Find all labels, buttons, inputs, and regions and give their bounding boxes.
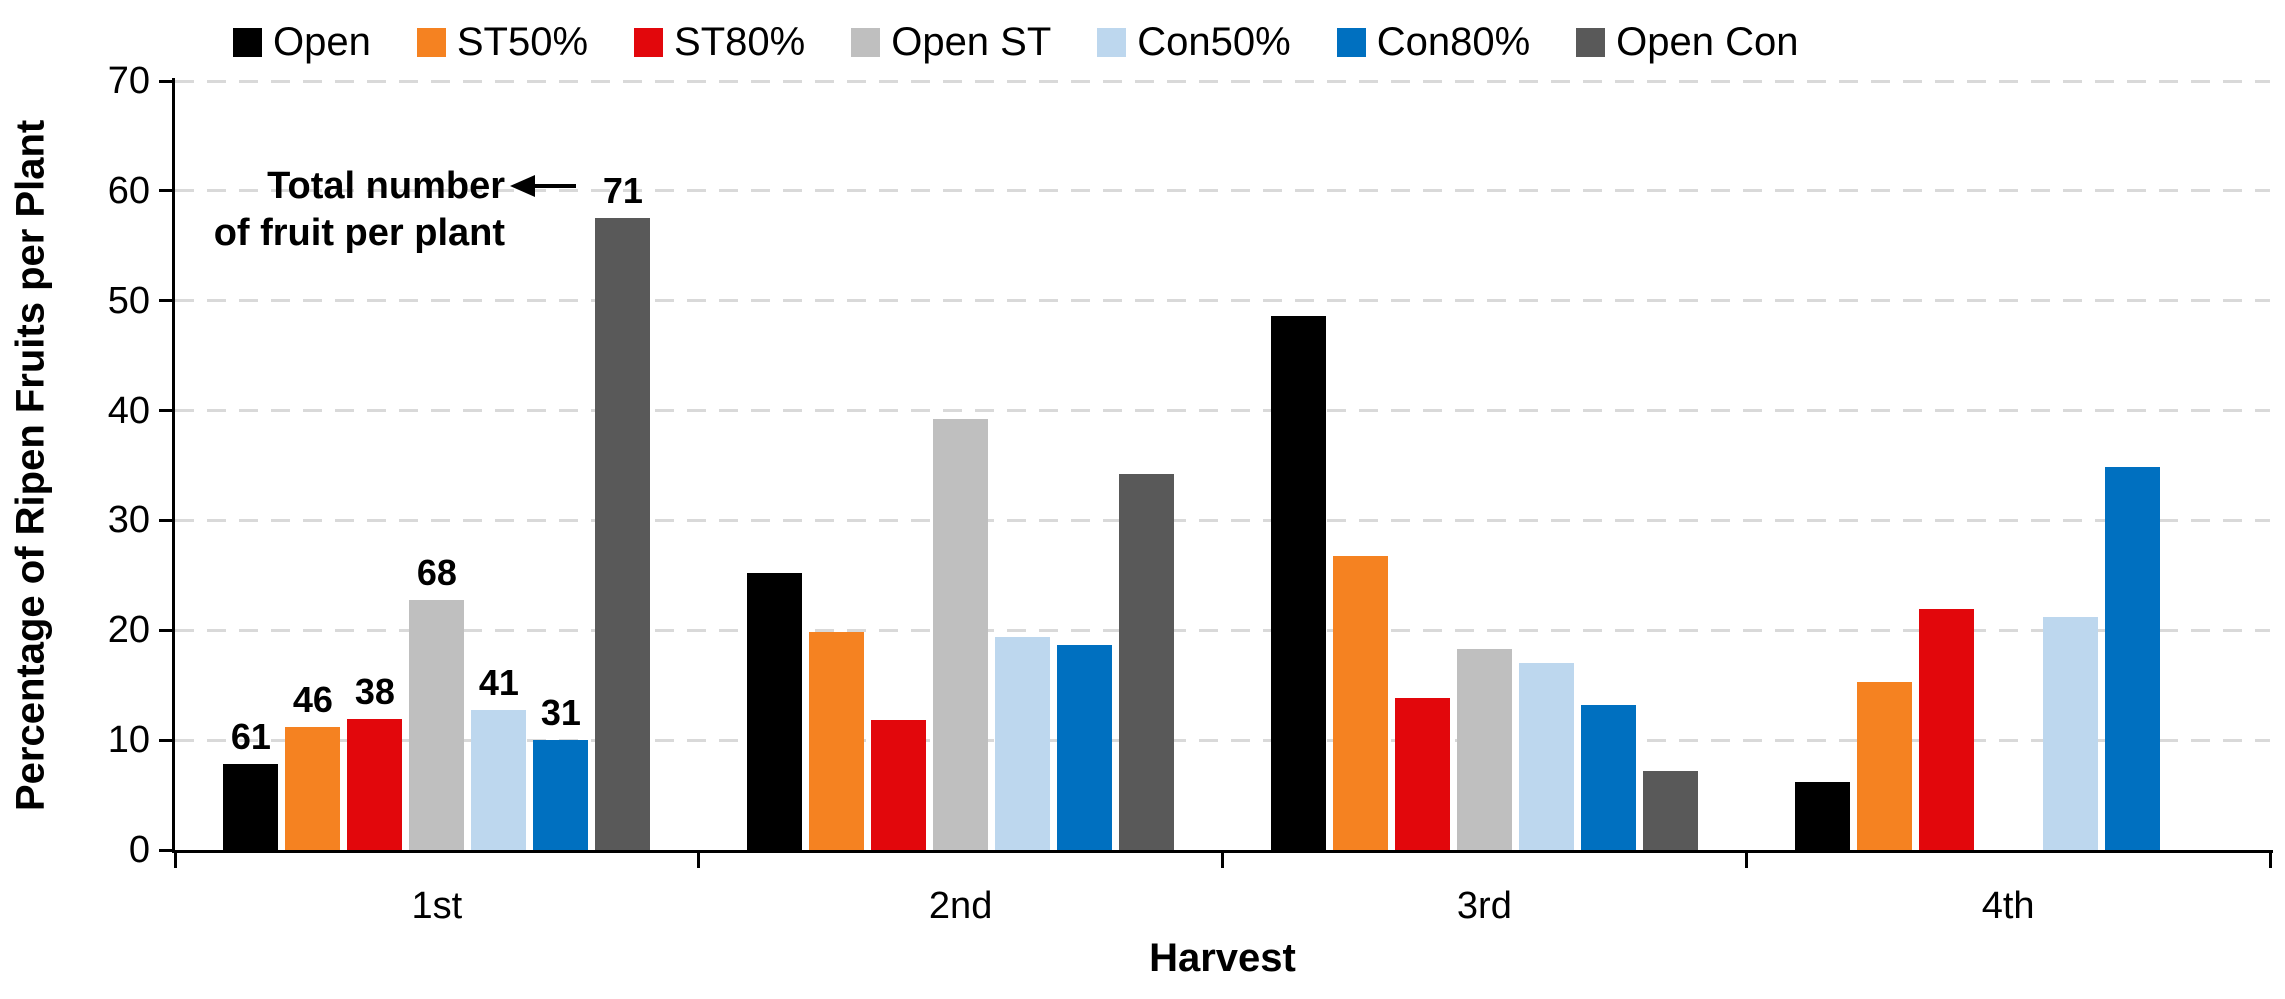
- bar-con50--4th: [2042, 617, 2098, 850]
- y-axis-line: [172, 78, 175, 853]
- x-tick-label-1st: 1st: [411, 885, 463, 927]
- bar-st50--3rd: [1332, 555, 1388, 850]
- bar-open-st-1st: [409, 599, 465, 850]
- bar-open-st-3rd: [1456, 648, 1512, 850]
- legend-swatch-icon: [851, 27, 881, 57]
- bar-st80--1st: [347, 719, 403, 850]
- legend-item-label: Con80%: [1376, 20, 1531, 64]
- bar-st50--1st: [285, 726, 341, 850]
- legend-swatch-icon: [416, 27, 446, 57]
- legend-item-label: ST80%: [674, 20, 806, 64]
- legend-item-con50-: Con50%: [1097, 18, 1291, 66]
- bar-con80--3rd: [1580, 704, 1636, 850]
- legend-swatch-icon: [233, 27, 262, 57]
- legend-item-open: Open: [233, 18, 371, 66]
- left-arrow-icon: [510, 175, 576, 197]
- y-axis-tick: [159, 738, 172, 742]
- bar-con80--2nd: [1057, 644, 1113, 850]
- bar-st50--2nd: [809, 632, 865, 850]
- y-tick-label-10: 10: [107, 719, 150, 762]
- legend-swatch-icon: [1097, 27, 1127, 57]
- y-tick-label-70: 70: [107, 60, 150, 102]
- y-axis-tick: [159, 189, 172, 193]
- bar-st80--3rd: [1394, 698, 1450, 850]
- bar-st80--2nd: [871, 720, 927, 850]
- x-axis-tick: [697, 853, 701, 868]
- legend-swatch-icon: [1576, 27, 1606, 57]
- bar-con50--1st: [471, 710, 527, 850]
- y-axis-tick: [159, 409, 172, 413]
- gridline-50: [175, 299, 2270, 303]
- y-axis-tick: [159, 299, 172, 303]
- y-axis-tick: [159, 518, 172, 522]
- legend: Open ST50% ST80% Open ST Con50% Con80% Open Co…: [233, 18, 1799, 66]
- y-tick-label-0: 0: [128, 829, 150, 871]
- bar-open-con-3rd: [1642, 770, 1698, 850]
- x-axis-title: Harvest: [1149, 936, 1296, 980]
- annotation-line2: of fruit per plant: [213, 212, 505, 254]
- gridline-40: [175, 409, 2270, 413]
- bar-value-label: 31: [540, 692, 581, 734]
- bar-con80--4th: [2104, 466, 2160, 850]
- x-axis-tick: [173, 853, 177, 868]
- bar-st80--4th: [1918, 609, 1974, 850]
- y-tick-label-60: 60: [107, 169, 150, 212]
- bar-open-st-2nd: [933, 419, 989, 850]
- legend-item-label: Con50%: [1137, 20, 1291, 64]
- x-tick-label-3rd: 3rd: [1456, 885, 1512, 927]
- bar-value-label: 46: [292, 678, 333, 720]
- annotation-line1: Total number: [267, 165, 505, 207]
- legend-swatch-icon: [634, 27, 664, 57]
- legend-item-label: Open: [273, 20, 371, 64]
- bar-st50--4th: [1856, 681, 1912, 850]
- x-axis-tick: [1221, 853, 1224, 868]
- x-axis-tick: [2268, 853, 2272, 868]
- bar-value-label: 71: [602, 170, 643, 212]
- bar-open-3rd: [1270, 316, 1326, 850]
- legend-item-label: ST50%: [456, 20, 589, 64]
- x-axis-line: [172, 850, 2273, 853]
- gridline-70: [175, 79, 2270, 83]
- annotation-text: Total number of fruit per plant: [160, 163, 505, 257]
- legend-item-con80-: Con80%: [1336, 18, 1531, 66]
- legend-item-open-st: Open ST: [851, 18, 1051, 66]
- y-tick-label-40: 40: [107, 389, 150, 432]
- y-tick-label-20: 20: [107, 609, 150, 652]
- gridline-20: [175, 628, 2270, 632]
- bar-open-1st: [223, 764, 279, 850]
- bar-value-label: 61: [230, 716, 271, 758]
- y-axis-tick: [159, 79, 172, 83]
- gridline-60: [175, 189, 2270, 193]
- bar-open-4th: [1794, 781, 1850, 850]
- gridline-10: [175, 738, 2270, 742]
- y-axis-tick: [159, 628, 172, 632]
- y-axis-tick: [159, 848, 172, 852]
- bar-open-2nd: [747, 573, 803, 850]
- legend-item-label: Open Con: [1616, 20, 1799, 64]
- bar-con50--2nd: [995, 636, 1051, 850]
- legend-item-st80-: ST80%: [634, 18, 805, 66]
- legend-item-st50-: ST50%: [416, 18, 589, 66]
- bar-value-label: 41: [478, 662, 519, 704]
- legend-item-label: Open ST: [891, 20, 1052, 64]
- bar-open-con-1st: [595, 218, 651, 850]
- plot-area: [175, 79, 2270, 850]
- bar-value-label: 68: [416, 551, 457, 593]
- y-tick-label-30: 30: [107, 499, 150, 542]
- bar-con50--3rd: [1518, 663, 1574, 850]
- y-tick-label-50: 50: [107, 279, 150, 322]
- bar-con80--1st: [533, 740, 589, 850]
- legend-item-open-con: Open Con: [1576, 18, 1799, 66]
- x-axis-tick: [1744, 853, 1748, 868]
- x-tick-label-4th: 4th: [1981, 885, 2035, 927]
- x-tick-label-2nd: 2nd: [928, 885, 993, 927]
- bar-open-con-2nd: [1119, 474, 1175, 850]
- gridline-30: [175, 518, 2270, 522]
- legend-swatch-icon: [1336, 27, 1366, 57]
- bar-value-label: 38: [354, 671, 395, 713]
